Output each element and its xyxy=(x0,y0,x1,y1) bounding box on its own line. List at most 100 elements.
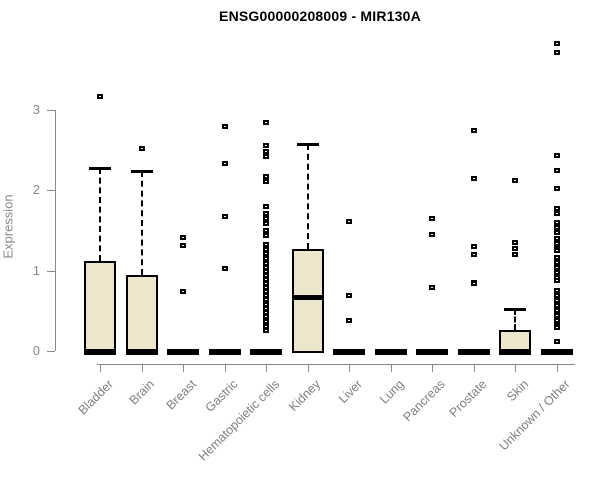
whisker-line xyxy=(306,144,309,249)
outlier-point xyxy=(553,225,560,231)
outlier-point xyxy=(346,317,352,323)
x-tick xyxy=(266,364,267,372)
outlier-point xyxy=(346,293,352,299)
outlier-point xyxy=(263,293,269,299)
x-tick-label: Breast xyxy=(163,377,199,413)
outlier-point xyxy=(553,312,560,318)
outlier-point xyxy=(553,292,560,298)
outlier-point xyxy=(263,142,269,148)
outlier-point xyxy=(429,232,435,238)
outlier-point xyxy=(429,285,435,291)
whisker-line xyxy=(99,168,101,261)
y-tick-label: 3 xyxy=(32,101,40,117)
outlier-point xyxy=(263,269,269,275)
x-tick-label: Prostate xyxy=(446,377,490,420)
outlier-point xyxy=(263,289,269,295)
outlier-point xyxy=(470,127,477,133)
outlier-point xyxy=(263,281,269,287)
outlier-point xyxy=(553,298,560,304)
x-tick xyxy=(183,364,184,372)
outlier-point xyxy=(263,250,269,256)
outlier-point xyxy=(512,245,518,251)
outlier-point xyxy=(263,314,269,320)
whisker-cap xyxy=(296,143,319,147)
x-tick-label: Gastric xyxy=(202,377,241,415)
outlier-point xyxy=(221,160,228,166)
x-tick xyxy=(473,364,475,372)
outlier-point xyxy=(346,219,352,225)
outlier-point xyxy=(553,167,560,173)
outlier-point xyxy=(221,123,228,129)
y-axis-line xyxy=(55,109,56,351)
x-tick xyxy=(100,364,101,372)
median-line xyxy=(84,349,116,355)
y-tick-label: 2 xyxy=(32,182,40,197)
outlier-point xyxy=(263,179,269,185)
x-tick xyxy=(141,364,143,372)
outlier-point xyxy=(263,273,269,279)
outlier-point xyxy=(553,287,560,293)
whisker-cap xyxy=(130,169,153,173)
outlier-point xyxy=(263,216,269,222)
outlier-point xyxy=(512,239,518,245)
outlier-point xyxy=(553,229,560,235)
outlier-point xyxy=(263,297,269,303)
outlier-point xyxy=(470,281,477,287)
y-tick-label: 0 xyxy=(32,343,40,358)
outlier-point xyxy=(553,205,560,211)
outlier-point xyxy=(263,174,269,180)
outlier-point xyxy=(512,178,518,184)
outlier-point xyxy=(512,251,518,257)
x-tick-label: Unknown / Other xyxy=(496,377,573,454)
outlier-point xyxy=(470,244,477,250)
outlier-point xyxy=(553,40,560,46)
outlier-point xyxy=(221,266,228,272)
x-tick xyxy=(224,364,226,372)
outlier-point xyxy=(553,303,560,309)
x-axis-line xyxy=(97,364,575,365)
outlier-point xyxy=(263,306,269,312)
outlier-point xyxy=(470,175,477,181)
outlier-point xyxy=(263,154,269,160)
outlier-point xyxy=(263,277,269,283)
x-tick xyxy=(390,364,392,372)
outlier-point xyxy=(553,248,560,254)
outlier-point xyxy=(180,234,186,240)
median-line xyxy=(125,349,158,355)
x-tick-label: Lung xyxy=(376,377,407,407)
outlier-point xyxy=(263,310,269,316)
y-tick xyxy=(47,190,55,191)
x-tick xyxy=(349,364,350,372)
x-tick-label: Bladder xyxy=(75,377,116,418)
outlier-point xyxy=(180,288,186,294)
x-tick xyxy=(307,364,309,372)
x-tick-label: Kidney xyxy=(286,377,324,414)
outlier-point xyxy=(553,50,560,56)
chart-title: ENSG00000208009 - MIR130A xyxy=(219,8,421,24)
outlier-point xyxy=(97,93,103,99)
median-line xyxy=(457,349,490,355)
median-line xyxy=(416,349,448,355)
outlier-point xyxy=(553,339,560,345)
median-line xyxy=(374,349,407,355)
x-tick-label: Skin xyxy=(503,377,531,405)
outlier-point xyxy=(553,185,560,191)
outlier-point xyxy=(263,255,269,261)
outlier-point xyxy=(263,241,269,247)
y-tick xyxy=(47,351,55,352)
median-line xyxy=(250,349,282,355)
y-tick xyxy=(47,270,55,272)
median-line xyxy=(499,349,531,355)
median-line xyxy=(167,349,199,355)
outlier-point xyxy=(221,213,228,219)
x-tick-label: Liver xyxy=(335,377,365,407)
x-tick xyxy=(515,364,516,372)
outlier-point xyxy=(263,148,269,154)
x-tick xyxy=(556,364,558,372)
outlier-point xyxy=(263,261,269,267)
outlier-point xyxy=(553,241,560,247)
outlier-point xyxy=(263,246,269,252)
whisker-cap xyxy=(504,308,526,312)
outlier-point xyxy=(263,319,269,325)
